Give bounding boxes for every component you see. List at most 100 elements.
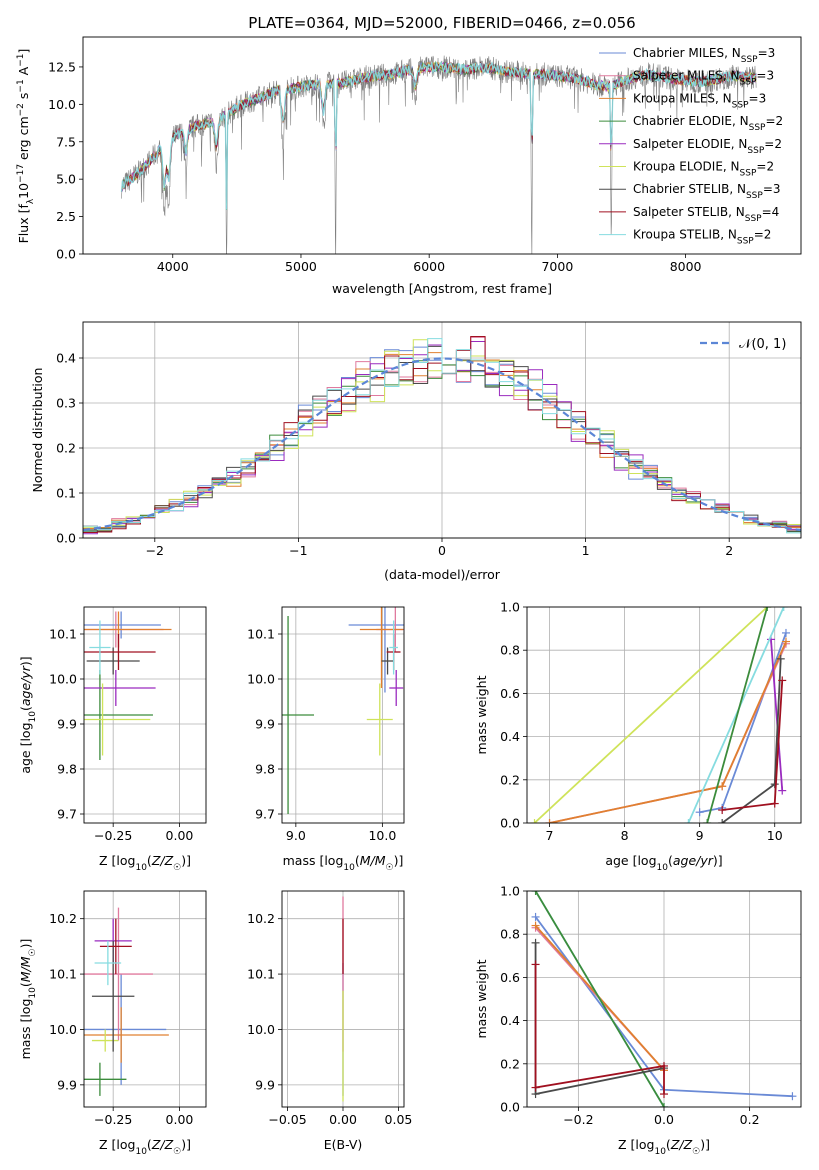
- mass-vs-extinction-panel: −0.05 0.00 0.05 9.9 10.0 10.1 10.2 E(B-V): [247, 890, 413, 1152]
- y-axis-label-part: mass [log: [18, 999, 33, 1060]
- y-tick-label: 0.8: [500, 927, 520, 942]
- x-axis-label-part: E(B-V): [324, 1137, 363, 1152]
- x-tick-label: 6000: [413, 259, 445, 274]
- ticks: −0.25 0.00 9.9 10.0 10.1 10.2: [49, 911, 193, 1127]
- y-tick-label: 9.9: [255, 1077, 275, 1092]
- x-axis-label: Z [log10(Z/Z☉)]: [99, 853, 191, 873]
- legend-entry-part: SSP: [740, 169, 757, 179]
- legend-entry-part: =4: [762, 205, 780, 219]
- y-tick-label: 2.5: [56, 209, 76, 224]
- mass-weight-line: [534, 891, 665, 1107]
- legend-entry-part: =3: [749, 91, 767, 105]
- axes-frame: [281, 890, 405, 1108]
- y-tick-label: 0.2: [500, 1056, 520, 1071]
- x-axis-label-part: 10: [654, 1147, 666, 1157]
- y-tick-label: 10.0: [49, 672, 77, 687]
- x-axis-label-part: 10: [343, 863, 355, 873]
- normal-distribution-curve: [83, 357, 801, 532]
- y-tick-label: 10.1: [49, 627, 77, 642]
- y-axis-label-part: )]: [18, 939, 33, 949]
- y-axis-label-part: −1: [16, 54, 26, 67]
- axes-frame: [281, 606, 405, 824]
- mass-weight-line: [687, 607, 785, 823]
- x-axis-label-part: Z [log: [618, 1137, 654, 1152]
- y-axis-label-part: −1: [16, 79, 26, 92]
- x-tick-label: 0.0: [654, 1112, 674, 1127]
- y-axis-label-part: )]: [18, 656, 33, 666]
- ticks: −2 −1 0 1 2 0.0 0.1 0.2 0.3 0.4: [56, 351, 733, 559]
- x-axis-label-part: )]: [394, 853, 404, 868]
- legend-entry-part: Salpeter MILES, N: [633, 69, 740, 83]
- mass-weight-vs-metallicity-panel: −0.2 0.0 0.2 0.0 0.2 0.4 0.6 0.8 1.0 Z [log10(Z/Z…: [474, 884, 802, 1157]
- y-tick-label: 10.1: [49, 967, 77, 982]
- y-tick-label: 10.0: [247, 1022, 275, 1037]
- y-tick-label: 0.3: [56, 396, 76, 411]
- legend-entry: Salpeter MILES, NSSP=3: [633, 69, 774, 88]
- x-axis-label-part: 10: [657, 863, 669, 873]
- legend-entry: Kroupa STELIB, NSSP=2: [633, 228, 771, 247]
- x-tick-label: 1: [582, 543, 590, 558]
- x-tick-label: −0.05: [268, 1112, 306, 1127]
- x-axis-label-part: ☉: [386, 863, 394, 873]
- y-axis-label-part: Flux [f: [16, 204, 31, 244]
- x-axis-label-part: (: [147, 853, 152, 868]
- axes-frame: [83, 890, 207, 1108]
- y-tick-label: 0.0: [500, 816, 520, 831]
- x-axis-label: mass [log10(M/M☉)]: [283, 853, 404, 873]
- ticks: 7 8 9 10 0.0 0.2 0.4 0.6 0.8 1.0: [500, 600, 783, 844]
- y-axis-label-part: age/yr: [18, 665, 33, 706]
- y-tick-label: 9.8: [57, 762, 77, 777]
- y-tick-label: 5.0: [56, 172, 76, 187]
- x-axis-label-part: 10: [135, 863, 147, 873]
- ticks: −0.2 0.0 0.2 0.0 0.2 0.4 0.6 0.8 1.0: [500, 884, 759, 1128]
- x-tick-label: 7: [546, 828, 554, 843]
- x-tick-label: 0.05: [385, 1112, 413, 1127]
- ticks: 4000 5000 6000 7000 8000 0.0 2.5 5.0 7.5 10.0 12.5: [48, 59, 701, 274]
- y-tick-label: 0.4: [56, 351, 76, 366]
- x-axis-label-part: ☉: [692, 1147, 700, 1157]
- x-axis-label-part: )]: [181, 853, 191, 868]
- y-axis-label-part: −17: [16, 164, 26, 183]
- y-axis-label-part: −2: [16, 103, 26, 116]
- y-axis-label: age [log10(age/yr)]: [18, 656, 38, 773]
- mass-weight-line: [534, 942, 665, 1096]
- x-axis-label-part: )]: [181, 1137, 191, 1152]
- ticks: −0.25 0.00 9.7 9.8 9.9 10.0 10.1: [49, 627, 193, 844]
- x-axis-label: (data-model)/error: [384, 567, 501, 582]
- x-tick-label: −2: [146, 543, 164, 558]
- x-axis-label-part: (: [666, 1137, 671, 1152]
- axes-frame: [526, 606, 802, 824]
- x-axis-label-part: ☉: [173, 1147, 181, 1157]
- age-vs-metallicity-panel: −0.25 0.009.79.89.910.010.1Z [log10(Z/Z☉)…: [18, 606, 207, 873]
- x-tick-label: −0.25: [94, 828, 132, 843]
- y-tick-label: 10.0: [48, 97, 76, 112]
- x-axis-label-part: Z [log: [99, 853, 135, 868]
- mass-weight-line: [534, 964, 665, 1095]
- legend-entry-part: SSP: [741, 55, 758, 65]
- plot-area: [83, 335, 801, 535]
- legend-entry-part: SSP: [737, 237, 754, 247]
- y-tick-label: 0.4: [500, 1013, 520, 1028]
- legend-entry-part: =3: [758, 46, 776, 60]
- x-axis-label-part: Z/Z: [670, 1137, 693, 1152]
- x-tick-label: −0.2: [563, 1112, 593, 1127]
- legend-entry: Chabrier ELODIE, NSSP=2: [633, 114, 783, 133]
- mass-weight-line: [549, 643, 787, 823]
- legend-entry-part: =3: [763, 182, 781, 196]
- y-tick-label: 0.1: [56, 486, 76, 501]
- x-axis-label-part: Z/Z: [151, 1137, 174, 1152]
- figure-title: PLATE=0364, MJD=52000, FIBERID=0466, z=0…: [248, 14, 635, 32]
- x-axis-label-part: M/M: [360, 853, 386, 868]
- y-axis-label-part: erg cm: [16, 116, 31, 164]
- legend-entry-part: Chabrier ELODIE, N: [633, 114, 749, 128]
- x-axis-label-part: Z/Z: [151, 853, 174, 868]
- y-tick-label: 9.9: [57, 717, 77, 732]
- x-tick-label: −0.25: [94, 1112, 132, 1127]
- y-axis-label-part: ]: [16, 49, 31, 54]
- x-axis-label-part: age/yr: [673, 853, 714, 868]
- legend-entry-part: SSP: [740, 78, 757, 88]
- y-axis-label-part: M/M: [18, 956, 33, 982]
- x-axis-label-part: ☉: [173, 863, 181, 873]
